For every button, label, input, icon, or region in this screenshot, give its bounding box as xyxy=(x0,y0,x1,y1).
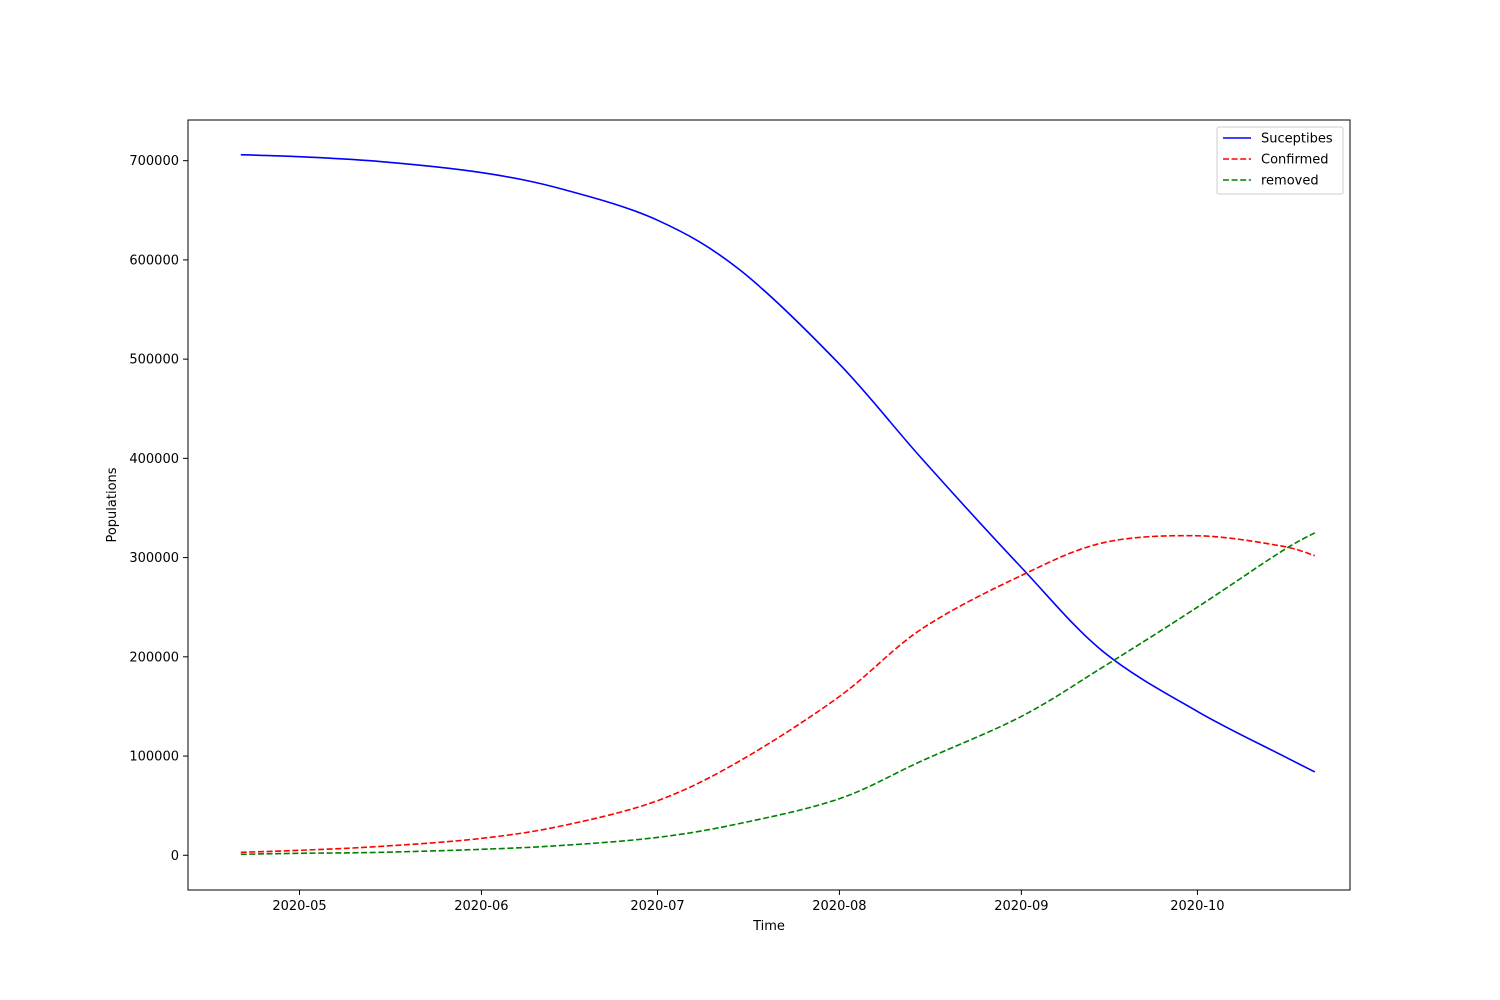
series-line-suceptibes xyxy=(240,153,1316,773)
legend-frame xyxy=(1216,126,1344,195)
legend-label-confirmed: Confirmed xyxy=(1261,153,1329,168)
y-tick-label: 500000 xyxy=(129,353,179,368)
x-tick-label: 2020-05 xyxy=(272,899,326,914)
x-tick-label: 2020-09 xyxy=(994,899,1048,914)
y-tick-label: 100000 xyxy=(129,750,179,765)
x-axis-ticks: 2020-05 2020-06 2020-07 2020-08 2020-09 2020-… xyxy=(272,890,1225,914)
y-tick-label: 600000 xyxy=(129,253,179,268)
y-tick-label: 0 xyxy=(171,849,179,864)
x-tick-label: 2020-06 xyxy=(454,899,508,914)
y-axis-label: Populations xyxy=(105,467,120,542)
y-axis-ticks: 0 100000 200000 300000 400000 500000 600000 700… xyxy=(129,154,188,864)
plot-area-frame xyxy=(187,119,1351,891)
y-tick-label: 200000 xyxy=(129,650,179,665)
x-axis-label: Time xyxy=(752,919,785,934)
legend: Suceptibes Confirmed removed xyxy=(1216,126,1344,195)
legend-label-removed: removed xyxy=(1261,174,1319,189)
x-tick-label: 2020-07 xyxy=(630,899,684,914)
y-tick-label: 300000 xyxy=(129,551,179,566)
series-line-removed xyxy=(240,532,1316,856)
y-tick-label: 700000 xyxy=(129,154,179,169)
x-tick-label: 2020-10 xyxy=(1170,899,1224,914)
y-tick-label: 400000 xyxy=(129,452,179,467)
series-layer xyxy=(240,153,1316,856)
series-line-confirmed xyxy=(240,534,1316,854)
x-tick-label: 2020-08 xyxy=(812,899,866,914)
legend-label-suceptibes: Suceptibes xyxy=(1261,132,1333,147)
